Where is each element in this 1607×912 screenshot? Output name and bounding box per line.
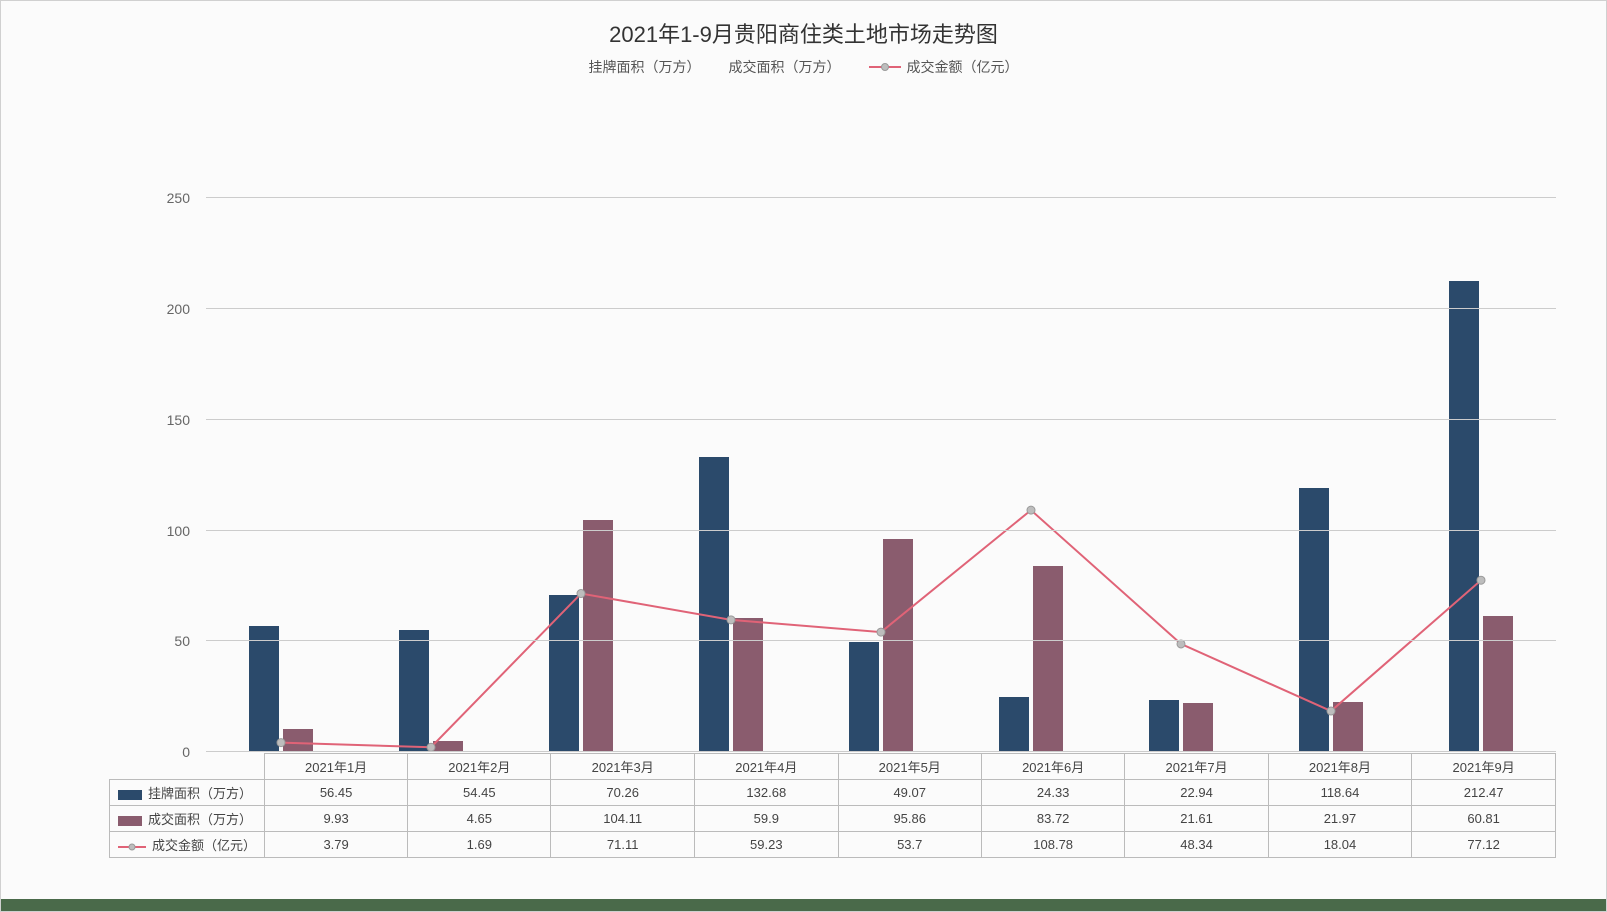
legend-label: 成交金额（亿元） bbox=[907, 57, 1019, 77]
table-cell: 60.81 bbox=[1412, 806, 1556, 832]
table-col-header: 2021年7月 bbox=[1125, 754, 1268, 780]
table-cell: 24.33 bbox=[981, 780, 1125, 806]
table-col-header: 2021年2月 bbox=[408, 754, 551, 780]
grid-line: 0 bbox=[206, 751, 1556, 752]
table-corner bbox=[110, 754, 265, 780]
table-cell: 108.78 bbox=[981, 832, 1125, 858]
table-cell: 3.79 bbox=[265, 832, 408, 858]
bar-listing_area[interactable] bbox=[849, 642, 879, 751]
table-cell: 56.45 bbox=[265, 780, 408, 806]
table-cell: 59.9 bbox=[694, 806, 838, 832]
legend-item-deal_area[interactable]: 成交面积（万方） bbox=[729, 57, 841, 77]
table-cell: 59.23 bbox=[694, 832, 838, 858]
y-tick-label: 200 bbox=[146, 301, 206, 317]
table-cell: 49.07 bbox=[838, 780, 981, 806]
table-row: 成交面积（万方）9.934.65104.1159.995.8683.7221.6… bbox=[110, 806, 1556, 832]
legend-label: 成交面积（万方） bbox=[729, 57, 841, 77]
bottom-strip bbox=[1, 899, 1606, 911]
table-col-header: 2021年3月 bbox=[551, 754, 695, 780]
table-col-header: 2021年5月 bbox=[838, 754, 981, 780]
legend-label: 挂牌面积（万方） bbox=[589, 57, 701, 77]
table-cell: 21.61 bbox=[1125, 806, 1268, 832]
table-col-header: 2021年6月 bbox=[981, 754, 1125, 780]
grid-line: 200 bbox=[206, 308, 1556, 309]
table-header-row: 2021年1月2021年2月2021年3月2021年4月2021年5月2021年… bbox=[110, 754, 1556, 780]
table-row: 挂牌面积（万方）56.4554.4570.26132.6849.0724.332… bbox=[110, 780, 1556, 806]
grid-line: 250 bbox=[206, 197, 1556, 198]
bar-listing_area[interactable] bbox=[1149, 700, 1179, 751]
table-cell: 1.69 bbox=[408, 832, 551, 858]
table-cell: 104.11 bbox=[551, 806, 695, 832]
table-col-header: 2021年9月 bbox=[1412, 754, 1556, 780]
bar-listing_area[interactable] bbox=[999, 697, 1029, 751]
table-cell: 9.93 bbox=[265, 806, 408, 832]
bar-listing_area[interactable] bbox=[399, 630, 429, 751]
legend-swatch bbox=[869, 66, 901, 68]
table-cell: 48.34 bbox=[1125, 832, 1268, 858]
grid-line: 150 bbox=[206, 419, 1556, 420]
table-cell: 22.94 bbox=[1125, 780, 1268, 806]
y-tick-label: 250 bbox=[146, 190, 206, 206]
y-tick-label: 100 bbox=[146, 523, 206, 539]
table-col-header: 2021年4月 bbox=[694, 754, 838, 780]
bar-deal_area[interactable] bbox=[1483, 616, 1513, 751]
bar-deal_area[interactable] bbox=[1333, 702, 1363, 751]
bar-deal_area[interactable] bbox=[1033, 566, 1063, 751]
table-row-header: 成交面积（万方） bbox=[110, 806, 265, 832]
data-table: 2021年1月2021年2月2021年3月2021年4月2021年5月2021年… bbox=[109, 753, 1556, 858]
bar-listing_area[interactable] bbox=[249, 626, 279, 751]
table-col-header: 2021年8月 bbox=[1268, 754, 1412, 780]
bars-layer bbox=[206, 131, 1556, 751]
legend-item-listing_area[interactable]: 挂牌面积（万方） bbox=[589, 57, 701, 77]
bar-listing_area[interactable] bbox=[1299, 488, 1329, 751]
bar-deal_area[interactable] bbox=[1183, 703, 1213, 751]
table-cell: 95.86 bbox=[838, 806, 981, 832]
bar-deal_area[interactable] bbox=[283, 729, 313, 751]
plot-area: 0 50 100 150 200 250 bbox=[206, 131, 1556, 751]
table-cell: 53.7 bbox=[838, 832, 981, 858]
chart-title: 2021年1-9月贵阳商住类土地市场走势图 bbox=[1, 1, 1606, 57]
table-cell: 4.65 bbox=[408, 806, 551, 832]
table-cell: 54.45 bbox=[408, 780, 551, 806]
table-cell: 83.72 bbox=[981, 806, 1125, 832]
bar-deal_area[interactable] bbox=[883, 539, 913, 751]
table-col-header: 2021年1月 bbox=[265, 754, 408, 780]
bar-deal_area[interactable] bbox=[733, 618, 763, 751]
table-cell: 118.64 bbox=[1268, 780, 1412, 806]
grid-line: 50 bbox=[206, 640, 1556, 641]
legend-item-deal_amount[interactable]: 成交金额（亿元） bbox=[869, 57, 1019, 77]
table-cell: 18.04 bbox=[1268, 832, 1412, 858]
table-row: 成交金额（亿元）3.791.6971.1159.2353.7108.7848.3… bbox=[110, 832, 1556, 858]
y-tick-label: 150 bbox=[146, 412, 206, 428]
bar-deal_area[interactable] bbox=[433, 741, 463, 751]
table-row-header: 成交金额（亿元） bbox=[110, 832, 265, 858]
chart-container: 2021年1-9月贵阳商住类土地市场走势图 挂牌面积（万方）成交面积（万方）成交… bbox=[0, 0, 1607, 912]
table-cell: 77.12 bbox=[1412, 832, 1556, 858]
bar-listing_area[interactable] bbox=[549, 595, 579, 751]
bar-listing_area[interactable] bbox=[1449, 281, 1479, 751]
bar-deal_area[interactable] bbox=[583, 520, 613, 751]
y-tick-label: 50 bbox=[146, 633, 206, 649]
legend: 挂牌面积（万方） 成交面积（万方） 成交金额（亿元） bbox=[1, 57, 1606, 87]
bar-listing_area[interactable] bbox=[699, 457, 729, 751]
table-cell: 21.97 bbox=[1268, 806, 1412, 832]
table-cell: 71.11 bbox=[551, 832, 695, 858]
table-cell: 132.68 bbox=[694, 780, 838, 806]
table-cell: 212.47 bbox=[1412, 780, 1556, 806]
table-row-header: 挂牌面积（万方） bbox=[110, 780, 265, 806]
grid-line: 100 bbox=[206, 530, 1556, 531]
table-cell: 70.26 bbox=[551, 780, 695, 806]
